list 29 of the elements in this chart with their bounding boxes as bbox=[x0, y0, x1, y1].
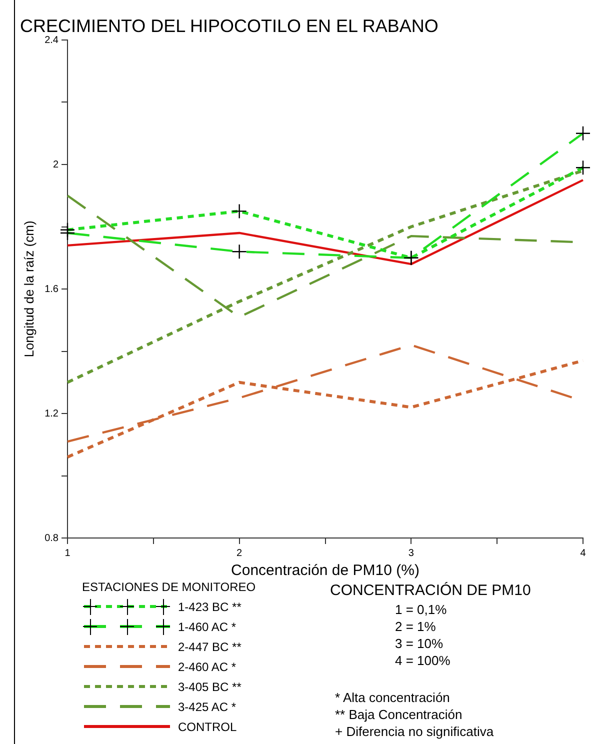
legend-label: 2-447 BC ** bbox=[178, 640, 242, 654]
chart-title: CRECIMIENTO DEL HIPOCOTILO EN EL RABANO bbox=[20, 16, 438, 36]
text: ** Baja Concentración bbox=[334, 706, 464, 723]
x-tick-label: 2 bbox=[236, 548, 243, 559]
legend-label: 2-460 AC * bbox=[178, 660, 236, 674]
legend-label: 3-425 AC * bbox=[178, 700, 236, 714]
legend-title: ESTACIONES DE MONITOREO bbox=[82, 580, 256, 594]
text: + Diferencia no significativa bbox=[334, 723, 495, 740]
legend-label: 3-405 BC ** bbox=[178, 680, 242, 694]
y-tick-label: 1.6 bbox=[44, 284, 59, 295]
x-axis-title: Concentración de PM10 (%) bbox=[231, 562, 420, 580]
text: 3 = 10% bbox=[394, 635, 444, 652]
y-tick-label: 2 bbox=[52, 159, 59, 170]
text: 2 = 1% bbox=[394, 618, 437, 635]
legend-label: 1-423 BC ** bbox=[178, 600, 242, 614]
text: 4 = 100% bbox=[394, 652, 452, 669]
y-axis-title: Longitud de la raíz (cm) bbox=[21, 220, 36, 358]
x-tick-label: 1 bbox=[64, 548, 71, 559]
text: CONCENTRACIÓN DE PM10 bbox=[330, 582, 531, 599]
y-tick-label: 0.8 bbox=[44, 532, 59, 544]
y-tick-label: 1.2 bbox=[44, 408, 59, 420]
text: * Alta concentración bbox=[334, 689, 451, 706]
legend-label: 1-460 AC * bbox=[178, 620, 236, 634]
x-tick-label: 3 bbox=[408, 548, 414, 559]
line-series bbox=[66, 169, 584, 384]
x-tick-label: 4 bbox=[580, 548, 586, 559]
legend-label: CONTROL bbox=[178, 720, 237, 734]
text: 1 = 0,1% bbox=[394, 601, 448, 618]
y-tick-label: 2.4 bbox=[44, 34, 59, 46]
